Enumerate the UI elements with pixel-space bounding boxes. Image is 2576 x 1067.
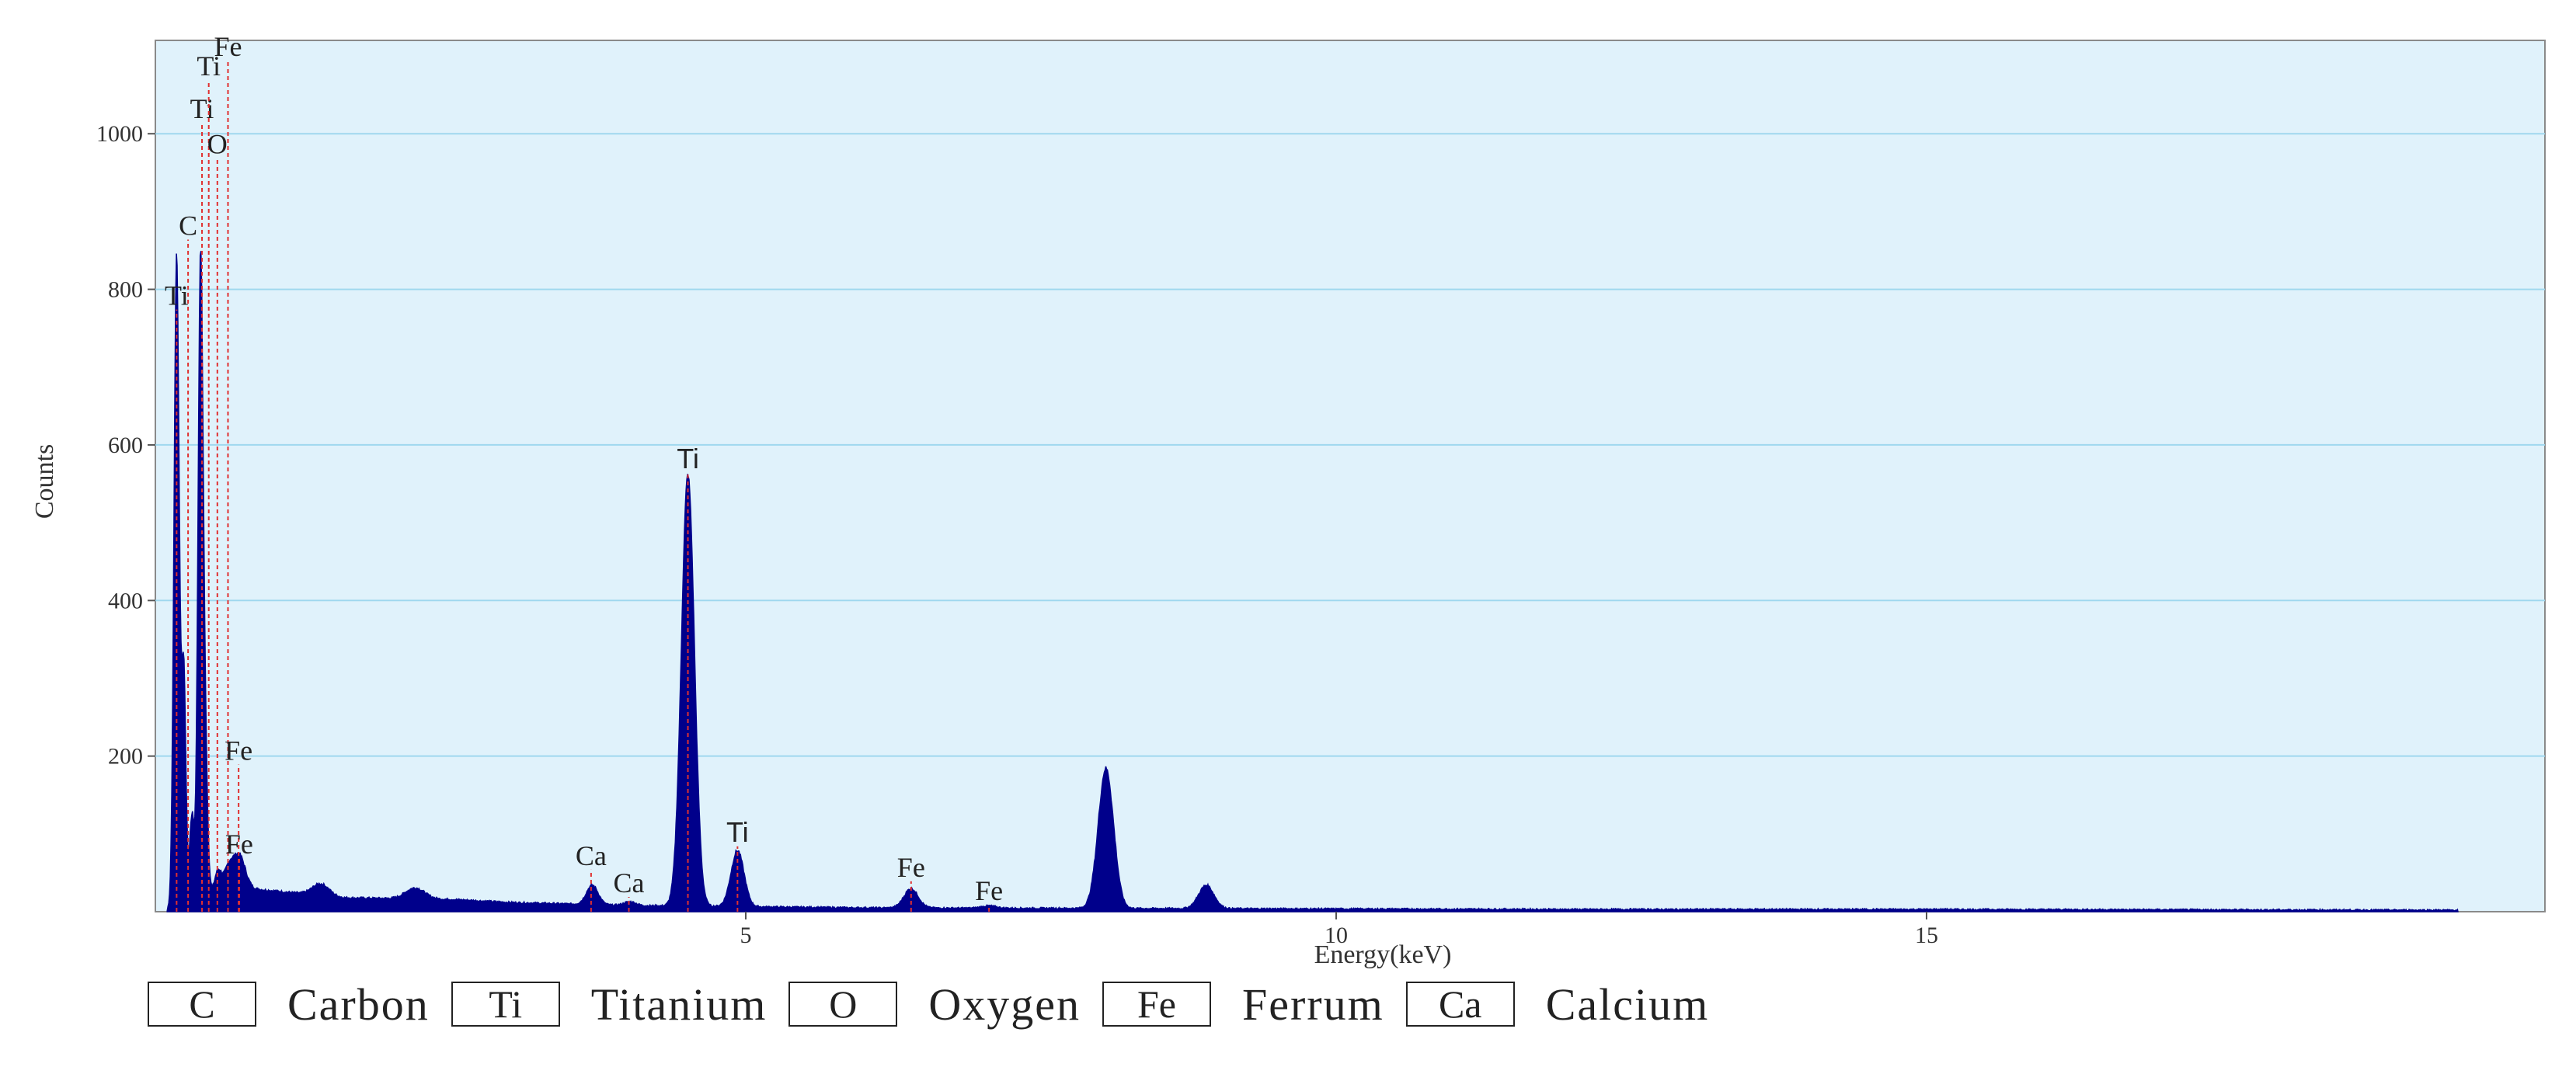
spectrum-area	[166, 251, 2459, 912]
legend-name: Calcium	[1545, 978, 1710, 1030]
peak-label: Ca	[614, 867, 645, 898]
peak-label: C	[179, 210, 197, 241]
legend-symbol: Ti	[451, 982, 560, 1027]
peak-label: Ca	[576, 840, 607, 871]
y-tick-label: 1000	[96, 121, 143, 147]
legend-item: Ca Calcium	[1405, 978, 1710, 1031]
peak-label: Ti	[677, 443, 699, 474]
peak-label: Fe	[225, 735, 252, 766]
peak-label: Fe	[897, 852, 925, 883]
y-axis-ticks: 200 400 600 800 1000	[96, 121, 155, 770]
y-tick-label: 200	[108, 744, 143, 770]
peak-label: Fe	[225, 829, 253, 860]
y-tick-label: 400	[108, 588, 143, 613]
y-tick-label: 600	[108, 433, 143, 458]
spectrum-fill	[166, 251, 2459, 912]
peak-label: Ti	[165, 280, 189, 311]
x-axis-ticks: 5 10 15	[740, 912, 1938, 948]
legend-name: Titanium	[590, 978, 768, 1030]
legend-item: Fe Ferrum	[1102, 978, 1384, 1031]
peak-label: Ti	[726, 816, 749, 848]
legend-name: Ferrum	[1241, 978, 1384, 1030]
legend-symbol: Ca	[1405, 982, 1515, 1027]
x-tick-label: 15	[1915, 923, 1938, 948]
y-tick-label: 800	[108, 277, 143, 303]
legend: C Carbon Ti Titanium O Oxygen Fe Ferrum Ca Calciu…	[148, 975, 1731, 1034]
peak-label: Fe	[214, 31, 242, 62]
legend-symbol: C	[148, 982, 256, 1027]
x-tick-label: 10	[1325, 923, 1348, 948]
legend-name: Oxygen	[928, 978, 1081, 1030]
peak-label: O	[207, 128, 228, 159]
y-axis-label: Counts	[30, 444, 59, 519]
plot-background	[155, 40, 2546, 912]
peak-label: Ti	[190, 93, 214, 124]
gridlines	[155, 133, 2545, 757]
legend-item: C Carbon	[148, 978, 430, 1031]
legend-symbol: O	[788, 982, 898, 1027]
peak-label: Ti	[197, 50, 221, 82]
legend-item: Ti Titanium	[451, 978, 768, 1031]
x-axis-label: Energy(keV)	[1314, 940, 1452, 969]
legend-name: Carbon	[287, 978, 430, 1030]
legend-item: O Oxygen	[788, 978, 1081, 1031]
legend-symbol: Fe	[1102, 982, 1211, 1027]
peak-label: Fe	[975, 875, 1003, 906]
x-tick-label: 5	[740, 923, 752, 948]
